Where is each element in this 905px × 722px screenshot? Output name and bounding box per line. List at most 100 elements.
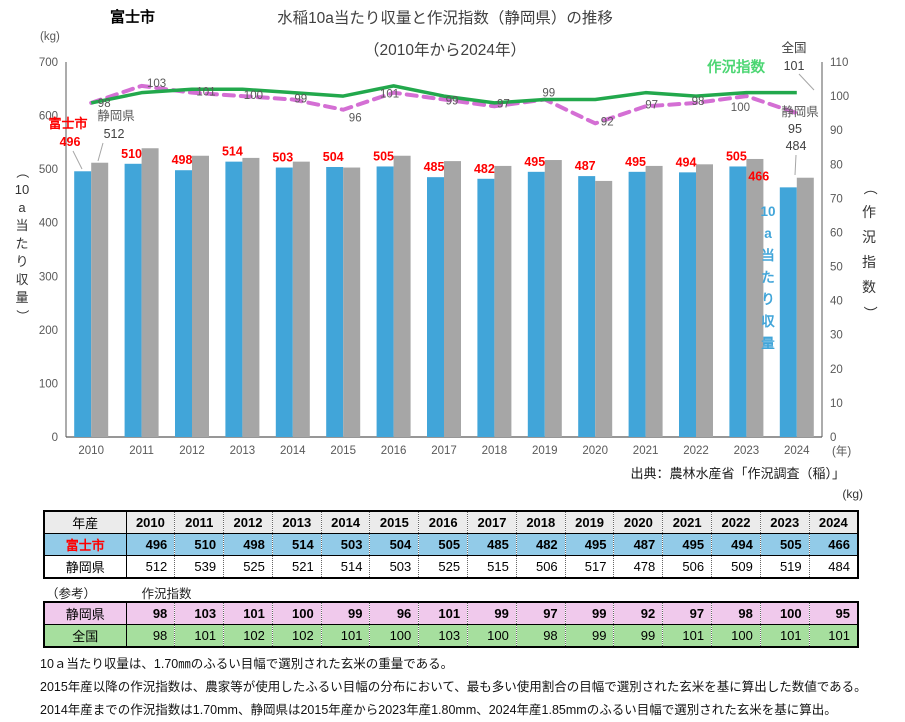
kg-unit-label: (kg)	[40, 31, 60, 43]
year-header-2012: 2012	[223, 510, 273, 534]
year-header-2019: 2019	[564, 510, 614, 534]
right-axis-tick: 20	[830, 364, 843, 376]
yield-fuji-row: 富士市 496 510 498 514 503 504 505 485 482 495 487 495 4…	[44, 533, 858, 556]
year-header-2020: 2020	[613, 510, 663, 534]
yield-shizuoka-2024: 484	[808, 555, 858, 578]
x-tick-2011: 2011	[129, 445, 154, 457]
index-national-2014: 101	[320, 624, 370, 647]
yield-shizuoka-2012: 525	[223, 555, 273, 578]
yield-shizuoka-2017: 515	[467, 555, 517, 578]
x-tick-2010: 2010	[78, 445, 104, 457]
left-axis-title-char-8: ）	[15, 309, 30, 322]
left-axis-title-char-0: （	[15, 165, 30, 178]
yield-shizuoka-label: 静岡県	[44, 555, 127, 578]
left-axis-title-char-7: 量	[15, 290, 28, 305]
yield-fuji-2016: 505	[418, 533, 468, 556]
index-table-wrap: 静岡県 98 103 101 100 99 96 101 99 97 99 92 97 98 100 95 全国…	[43, 601, 859, 648]
right-axis-tick: 10	[830, 398, 843, 410]
footnotes: 10ａ当たり収量は、1.70㎜のふるい目幅で選別された玄米の重量である。 2015…	[40, 653, 867, 722]
yield-shizuoka-2014: 514	[320, 555, 370, 578]
index-label-2017: 99	[446, 96, 459, 108]
yield-index-combo-chart: 0 100 200 300 400 500 600 700 0 10 20 30 40 50 60 70 80 9…	[15, 31, 878, 458]
index-label-2019: 99	[542, 88, 555, 100]
right-axis-tick: 90	[830, 125, 843, 137]
year-header-2024: 2024	[808, 510, 858, 534]
right-axis-title-char-5: ）	[862, 306, 878, 320]
bar-label-fuji-2019: 495	[524, 155, 545, 169]
bar-shizuoka-2010	[91, 162, 109, 437]
index-shizuoka-2020: 92	[613, 601, 663, 625]
index-national-2020: 99	[613, 624, 663, 647]
right-axis-tick: 30	[830, 330, 843, 342]
bar-label-fuji-2024: 466	[748, 169, 769, 183]
index-label-2011: 103	[147, 78, 166, 90]
line-national-index	[90, 84, 797, 105]
bar-shizuoka-2013	[242, 157, 260, 437]
year-header-2016: 2016	[418, 510, 468, 534]
index-label-2010: 98	[98, 98, 111, 110]
index-label-2020: 92	[601, 116, 614, 128]
index-national-2012: 102	[223, 624, 273, 647]
left-axis-tick: 200	[39, 325, 58, 337]
crop-index-table: 静岡県 98 103 101 100 99 96 101 99 97 99 92 97 98 100 95 全国…	[43, 601, 859, 648]
right-axis-tick: 100	[830, 91, 849, 103]
index-national-row: 全国 98 101 102 102 101 100 103 100 98 99 99 101 100 101…	[44, 624, 858, 647]
bar-shizuoka-2012	[192, 155, 209, 437]
bar-label-fuji-2011: 510	[121, 147, 142, 161]
index-national-2016: 103	[418, 624, 468, 647]
x-tick-2019: 2019	[532, 445, 558, 457]
vertical-yield-label-char-1: a	[764, 226, 772, 241]
yield-shizuoka-2018: 506	[515, 555, 566, 578]
bar-shizuoka-2023	[746, 158, 764, 437]
index-national-2013: 102	[271, 624, 322, 647]
source-note: 出典：農林水産省「作況調査（稲）」	[630, 466, 845, 481]
index-label-2022: 98	[692, 96, 705, 108]
left-axis-tick: 500	[39, 164, 58, 176]
yield-shizuoka-2019: 517	[564, 555, 614, 578]
year-header-2023: 2023	[759, 510, 810, 534]
bar-fuji-2017	[427, 177, 444, 437]
index-label-2021: 97	[645, 99, 658, 111]
bar-shizuoka-2022	[696, 164, 713, 438]
year-header-2021: 2021	[662, 510, 712, 534]
right-axis-title-char-4: 数	[862, 279, 876, 295]
index-shizuoka-2022: 98	[711, 601, 761, 625]
sakyo-shisu-label: 作況指数	[707, 58, 765, 76]
vertical-yield-label-char-4: り	[761, 292, 775, 307]
bar-shizuoka-2015	[343, 167, 361, 438]
year-header-2015: 2015	[369, 510, 419, 534]
bar-label-fuji-2016: 505	[373, 149, 394, 163]
vertical-yield-label-char-6: 量	[761, 336, 775, 351]
bar-fuji-2010	[74, 171, 92, 438]
bar-fuji-2021	[628, 171, 646, 438]
x-tick-2024: 2024	[784, 445, 810, 457]
index-national-2015: 100	[369, 624, 419, 647]
index-label-2012: 101	[196, 87, 215, 99]
left-axis-title-char-3: 当	[15, 218, 28, 233]
yield-fuji-2020: 487	[613, 533, 663, 556]
yield-fuji-2012: 498	[223, 533, 273, 556]
right-axis-tick: 70	[830, 193, 843, 205]
right-axis-title-char-1: 作	[862, 204, 876, 220]
yield-table: 年産 2010 2011 2012 2013 2014 2015 2016 2017 2018 20…	[43, 510, 859, 579]
index-national-2022: 100	[711, 624, 761, 647]
table-unit-label: (kg)	[842, 487, 863, 501]
bar-shizuoka-2024	[796, 177, 814, 437]
yield-shizuoka-2023: 519	[759, 555, 810, 578]
bar-shizuoka-2011	[141, 148, 159, 437]
bar-label-fuji-2023: 505	[726, 149, 747, 163]
index-national-2021: 101	[662, 624, 712, 647]
vertical-yield-label-char-5: 収	[761, 314, 775, 329]
left-axis-title-char-5: り	[15, 254, 28, 269]
yield-fuji-2017: 485	[467, 533, 517, 556]
yield-shizuoka-2021: 506	[662, 555, 712, 578]
index-label-2023: 100	[731, 102, 750, 114]
zenkoku-leader	[798, 73, 815, 91]
index-national-2011: 101	[174, 624, 224, 647]
left-axis-tick: 100	[39, 378, 58, 390]
bar-fuji-2016	[376, 166, 394, 437]
x-tick-2012: 2012	[179, 445, 205, 457]
bar-fuji-2011	[124, 163, 142, 438]
vertical-yield-label-char-3: た	[761, 270, 775, 285]
